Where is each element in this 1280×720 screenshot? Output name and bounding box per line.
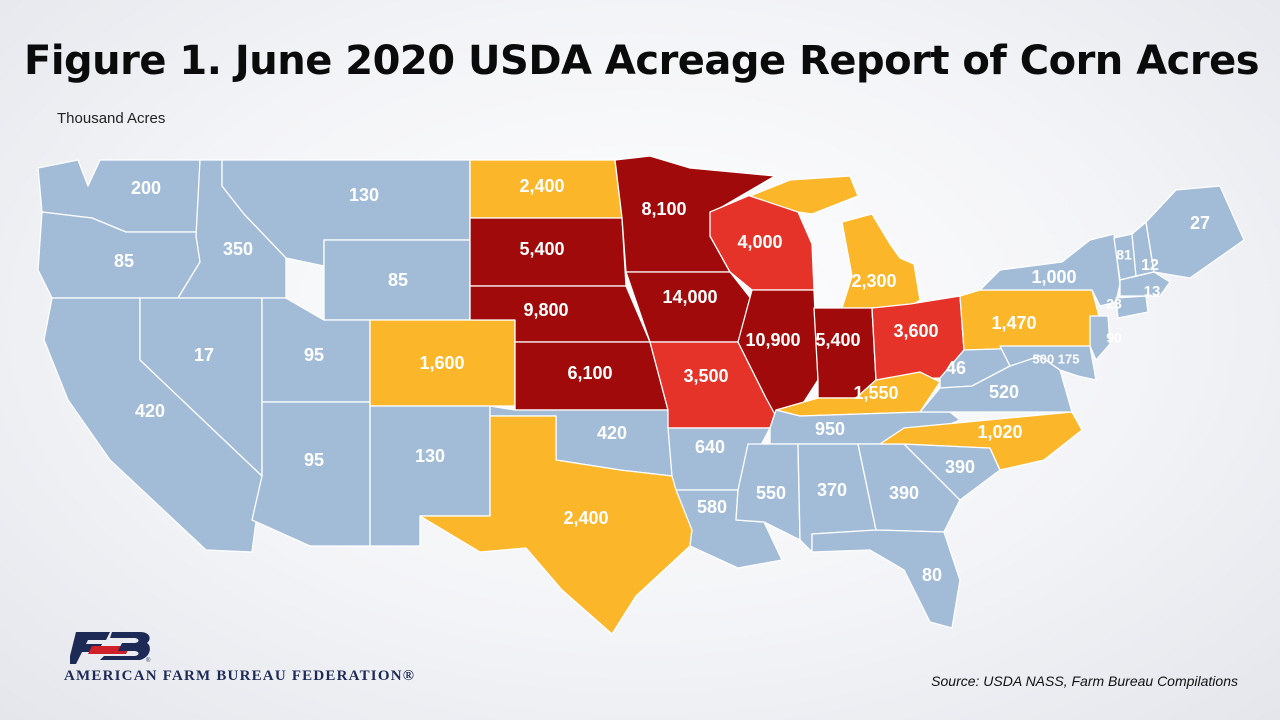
value-NJ: 90: [1106, 330, 1122, 346]
value-OR: 85: [114, 251, 134, 271]
value-IA: 14,000: [662, 287, 717, 307]
fb-logo-icon: ®: [70, 632, 151, 664]
value-MS: 550: [756, 483, 786, 503]
value-VT: 81: [1116, 247, 1132, 263]
state-TX: [419, 415, 693, 635]
units-label: Thousand Acres: [57, 110, 166, 127]
value-SC: 390: [945, 457, 975, 477]
value-OK: 420: [597, 423, 627, 443]
value-KY: 1,550: [853, 383, 898, 403]
value-CT: 23: [1106, 296, 1122, 312]
value-WI: 4,000: [737, 232, 782, 252]
page-title: Figure 1. June 2020 USDA Acreage Report …: [24, 38, 1260, 84]
value-ID: 350: [223, 239, 253, 259]
value-CO: 1,600: [419, 353, 464, 373]
value-TX: 2,400: [563, 508, 608, 528]
value-DE_MD: 500 175: [1033, 351, 1080, 366]
value-WV: 46: [946, 358, 966, 378]
state-CT: [1115, 295, 1149, 319]
value-AZ: 95: [304, 450, 324, 470]
value-MN: 8,100: [641, 199, 686, 219]
value-ND: 2,400: [519, 176, 564, 196]
state-FL: [811, 529, 961, 629]
state-MA: [1119, 271, 1171, 297]
value-MA: 13: [1144, 283, 1161, 300]
value-NC: 1,020: [977, 422, 1022, 442]
value-VA: 520: [989, 382, 1019, 402]
organization-name: AMERICAN FARM BUREAU FEDERATION®: [64, 668, 416, 684]
value-LA: 580: [697, 497, 727, 517]
value-MI: 2,300: [851, 271, 896, 291]
value-ME: 27: [1190, 213, 1210, 233]
value-AL: 370: [817, 480, 847, 500]
value-MO: 3,500: [683, 366, 728, 386]
state-MI-UP: [749, 175, 859, 215]
value-GA: 390: [889, 483, 919, 503]
value-PA: 1,470: [991, 313, 1036, 333]
value-AR: 640: [695, 437, 725, 457]
state-NJ: [1089, 315, 1111, 361]
value-NY: 1,000: [1031, 267, 1076, 287]
svg-text:®: ®: [146, 657, 151, 664]
value-KS: 6,100: [567, 363, 612, 383]
state-AZ: [251, 401, 371, 547]
value-NH: 12: [1141, 257, 1159, 274]
value-IN: 5,400: [815, 330, 860, 350]
value-WY: 85: [388, 270, 408, 290]
value-SD: 5,400: [519, 239, 564, 259]
value-CA: 420: [135, 401, 165, 421]
value-WA: 200: [131, 178, 161, 198]
value-OH: 3,600: [893, 321, 938, 341]
value-UT: 95: [304, 345, 324, 365]
value-FL: 80: [922, 565, 942, 585]
value-TN: 950: [815, 419, 845, 439]
source-note: Source: USDA NASS, Farm Bureau Compilati…: [931, 673, 1238, 689]
value-MT: 130: [349, 185, 379, 205]
value-NE: 9,800: [523, 300, 568, 320]
state-NC: [879, 411, 1083, 471]
value-NM: 130: [415, 446, 445, 466]
state-MI: [841, 213, 921, 309]
value-IL: 10,900: [745, 330, 800, 350]
value-NV: 17: [194, 345, 214, 365]
state-DE_MD: [999, 345, 1097, 381]
